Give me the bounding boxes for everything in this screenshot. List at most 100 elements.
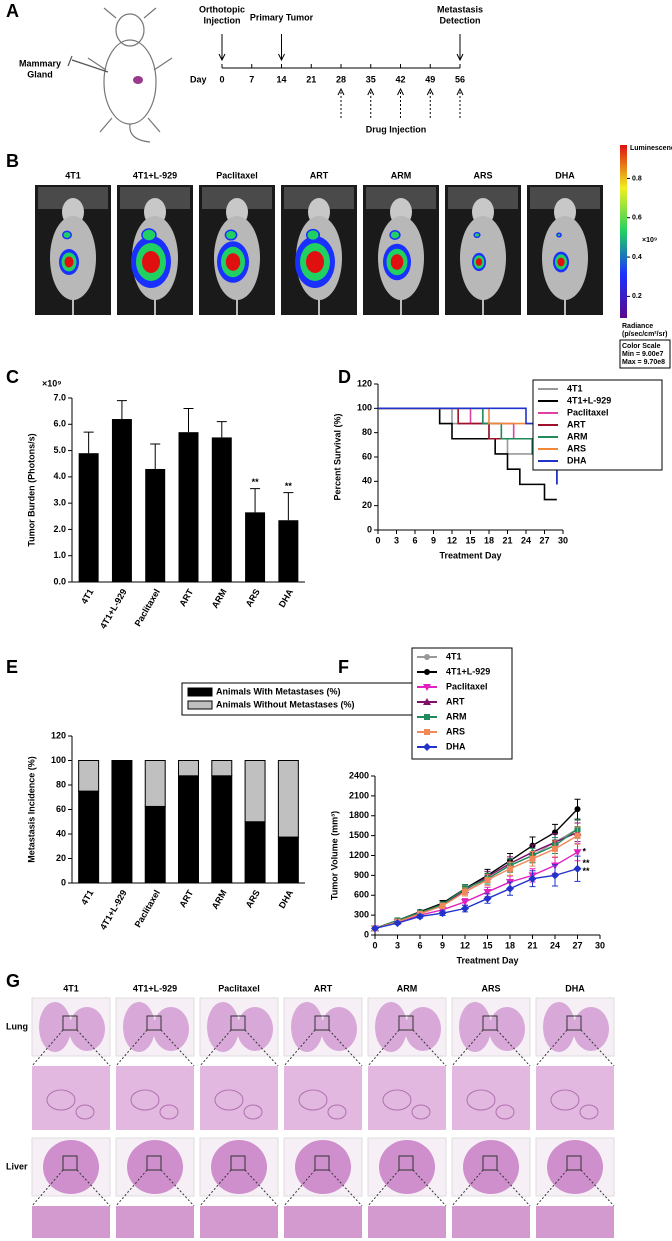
x-tick-label: ARS — [244, 888, 262, 909]
bar-segment — [144, 760, 166, 807]
y-axis-label: Percent Survival (%) — [332, 413, 342, 500]
tissue — [379, 1140, 435, 1194]
marker — [483, 894, 492, 903]
marker — [574, 832, 581, 839]
zoom-image — [452, 1066, 530, 1130]
series-line — [374, 828, 578, 930]
panel-label: E — [6, 657, 18, 677]
timeline-tick-label: 21 — [306, 74, 316, 84]
tissue — [547, 1140, 603, 1194]
survival-curve — [378, 407, 558, 485]
legend-label: ARM — [567, 431, 588, 441]
legend-label: 4T1 — [446, 651, 462, 661]
drug-arrow-head — [337, 87, 345, 96]
signal — [473, 231, 481, 239]
y-tick-label: 5.0 — [53, 445, 66, 455]
error-bar — [216, 421, 227, 438]
zoom-box — [62, 1015, 78, 1031]
series-line — [374, 828, 578, 930]
marker — [483, 888, 492, 896]
marker — [423, 698, 431, 705]
bar-segment — [244, 760, 266, 823]
marker — [424, 729, 430, 735]
signal — [305, 228, 321, 242]
x-tick-label: 4T1 — [79, 587, 95, 605]
series-line — [374, 868, 578, 930]
y-tick-label: 1.0 — [53, 550, 66, 560]
zoom-lines — [31, 1169, 111, 1207]
survival-curve — [378, 407, 558, 485]
tissue — [207, 1002, 239, 1052]
x-tick-label: 12 — [447, 535, 457, 545]
texture — [75, 1104, 95, 1120]
x-tick-label: 12 — [460, 940, 470, 950]
marker — [393, 919, 402, 928]
x-tick-label: ART — [177, 888, 195, 909]
marker — [416, 912, 424, 921]
tissue — [39, 1002, 71, 1052]
marker — [484, 877, 491, 884]
error-bar — [150, 443, 161, 469]
y-tick-label: 80 — [56, 779, 66, 789]
group-label: DHA — [565, 983, 585, 993]
zoom-image — [200, 1066, 278, 1130]
zoom-box — [398, 1015, 414, 1031]
x-tick-label: 3 — [395, 940, 400, 950]
significance: ** — [583, 866, 591, 876]
zoom-lines — [31, 1029, 111, 1067]
timeline-tick-label: 7 — [249, 74, 254, 84]
signal — [475, 258, 483, 266]
signal — [141, 228, 157, 242]
group-label: ARS — [481, 983, 500, 993]
y-tick-label: 0 — [364, 929, 369, 939]
x-tick-label: DHA — [277, 587, 296, 609]
colorbar-tick-label: 0.8 — [632, 175, 642, 182]
x-tick-label: 21 — [527, 940, 537, 950]
zoom-image — [116, 1206, 194, 1238]
marker — [424, 654, 430, 660]
texture — [327, 1104, 347, 1120]
legend-label: ART — [446, 696, 465, 706]
group-label: ARM — [391, 170, 412, 180]
signal — [225, 253, 241, 271]
survival-curve — [378, 407, 558, 485]
zoom-image — [32, 1206, 110, 1238]
panel-label: F — [338, 657, 349, 677]
tissue — [405, 1007, 441, 1051]
bar-segment — [178, 760, 199, 777]
zoom-image — [368, 1066, 446, 1130]
zoom-lines — [535, 1169, 615, 1207]
timeline-tick-label: 35 — [366, 74, 376, 84]
row-label: Liver — [6, 1161, 28, 1171]
marker — [423, 684, 431, 691]
y-tick-label: 120 — [51, 730, 66, 740]
tissue — [237, 1007, 273, 1051]
event-arrow — [456, 34, 464, 62]
tissue — [463, 1140, 519, 1194]
zoom-box — [230, 1015, 246, 1031]
x-tick-label: 9 — [440, 940, 445, 950]
legend-label: ARS — [567, 443, 586, 453]
group-label: ARM — [397, 983, 418, 993]
bar-segment — [78, 790, 100, 884]
drug-arrow-head — [426, 87, 434, 96]
row-label: Lung — [6, 1021, 28, 1031]
zoom-image — [116, 1066, 194, 1130]
event-arrow — [218, 34, 226, 62]
zoom-image — [536, 1066, 614, 1130]
bar-segment — [277, 836, 299, 884]
event-label: Metastasis — [437, 4, 483, 14]
tissue — [321, 1007, 357, 1051]
legend-box — [181, 682, 421, 716]
tissue — [489, 1007, 525, 1051]
bar — [245, 512, 266, 582]
signal — [306, 251, 324, 273]
error-bar — [183, 408, 194, 433]
texture — [382, 1089, 412, 1111]
zoom-image — [284, 1206, 362, 1238]
marker — [461, 898, 469, 906]
tissue — [573, 1007, 609, 1051]
y-tick-label: 100 — [357, 403, 372, 413]
x-tick-label: 24 — [521, 535, 531, 545]
drug-arrow-head — [456, 87, 464, 96]
